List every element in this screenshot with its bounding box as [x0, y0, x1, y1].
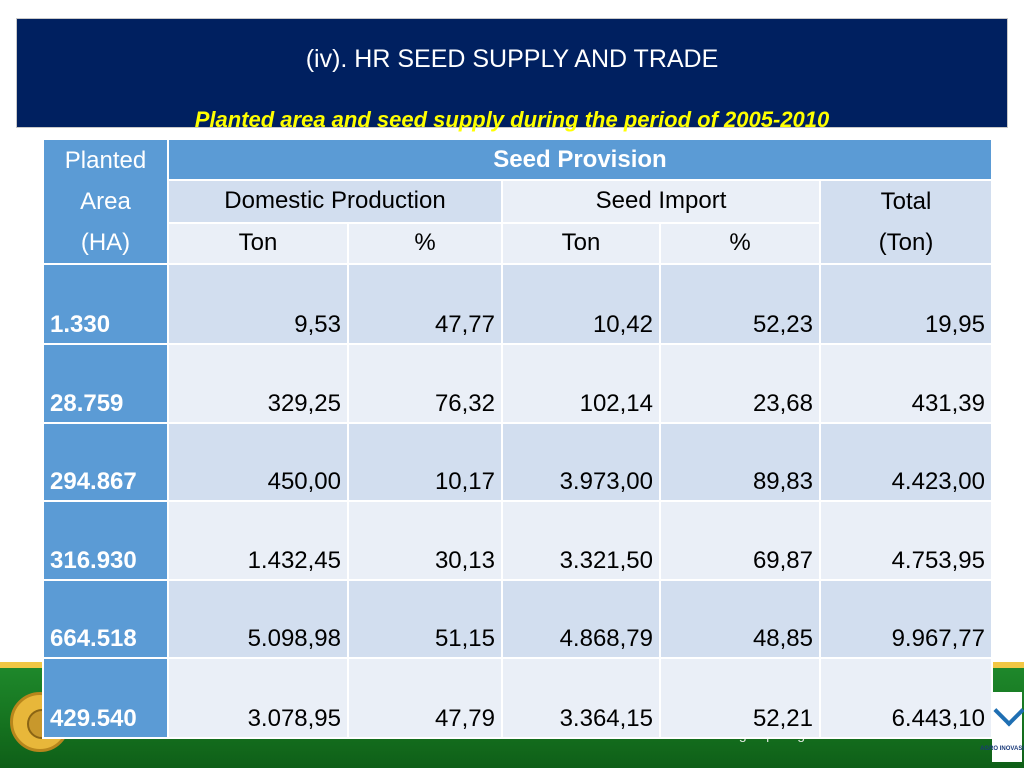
- dom-pct-cell: 47,77: [347, 263, 503, 345]
- seed-provision-header: Seed Provision: [167, 138, 993, 181]
- imp-pct-cell: 52,23: [659, 263, 821, 345]
- imp-pct-cell: 48,85: [659, 579, 821, 659]
- dom-pct-cell: 10,17: [347, 422, 503, 502]
- planted-area-cell: 316.930: [42, 500, 169, 581]
- table-row: 1.330 9,53 47,77 10,42 52,23 19,95: [42, 263, 993, 345]
- page-subtitle: Planted area and seed supply during the …: [194, 107, 830, 132]
- footer-brand-text: AGRO INOVASI: [980, 746, 1024, 752]
- title-box: (iv). HR SEED SUPPLY AND TRADE Planted a…: [16, 18, 1008, 132]
- dom-ton-cell: 450,00: [167, 422, 349, 502]
- imp-ton-cell: 102,14: [501, 343, 661, 424]
- total-cell: 431,39: [819, 343, 993, 424]
- total-cell: 6.443,10: [819, 657, 993, 739]
- header-row-1: Planted Area (HA) Seed Provision: [42, 138, 993, 265]
- table-row: 294.867 450,00 10,17 3.973,00 89,83 4.42…: [42, 422, 993, 502]
- page-title: (iv). HR SEED SUPPLY AND TRADE: [305, 45, 719, 73]
- imp-ton-cell: 3.364,15: [501, 657, 661, 739]
- table-row: 316.930 1.432,45 30,13 3.321,50 69,87 4.…: [42, 500, 993, 581]
- planted-header-line: Planted: [64, 147, 147, 174]
- dom-ton-cell: 9,53: [167, 263, 349, 345]
- planted-area-cell: 429.540: [42, 657, 169, 739]
- imp-ton-cell: 3.973,00: [501, 422, 661, 502]
- total-cell: 9.967,77: [819, 579, 993, 659]
- dom-ton-cell: 329,25: [167, 343, 349, 424]
- imp-ton-header: Ton: [501, 221, 661, 266]
- domestic-production-header: Domestic Production: [167, 179, 503, 224]
- header-row-2: Domestic Production Seed Import Total (T…: [43, 179, 993, 265]
- planted-area-cell: 28.759: [42, 343, 169, 424]
- table-row: 429.540 3.078,95 47,79 3.364,15 52,21 6.…: [42, 657, 993, 739]
- dom-ton-cell: 5.098,98: [167, 579, 349, 659]
- total-header-line: Total: [880, 188, 932, 215]
- dom-pct-cell: 30,13: [347, 500, 503, 581]
- total-cell: 4.423,00: [819, 422, 993, 502]
- dom-pct-cell: 47,79: [347, 657, 503, 739]
- imp-pct-cell: 89,83: [659, 422, 821, 502]
- imp-pct-header: %: [659, 221, 821, 266]
- imp-ton-cell: 3.321,50: [501, 500, 661, 581]
- imp-ton-cell: 4.868,79: [501, 579, 661, 659]
- dom-ton-cell: 3.078,95: [167, 657, 349, 739]
- imp-ton-cell: 10,42: [501, 263, 661, 345]
- footer-brand-box: [992, 692, 1022, 762]
- total-header: Total (Ton): [819, 179, 993, 265]
- planted-area-header: Planted Area (HA): [42, 138, 169, 265]
- seed-supply-table: Planted Area (HA) Seed Provision Domesti…: [42, 138, 993, 739]
- total-cell: 4.753,95: [819, 500, 993, 581]
- table-row: 664.518 5.098,98 51,15 4.868,79 48,85 9.…: [42, 579, 993, 659]
- imp-pct-cell: 23,68: [659, 343, 821, 424]
- dom-pct-cell: 51,15: [347, 579, 503, 659]
- planted-header-line: Area: [80, 188, 131, 215]
- total-cell: 19,95: [819, 263, 993, 345]
- dom-pct-header: %: [347, 221, 503, 266]
- table-row: 28.759 329,25 76,32 102,14 23,68 431,39: [42, 343, 993, 424]
- seed-import-header: Seed Import: [501, 179, 821, 224]
- total-header-line: (Ton): [878, 229, 934, 256]
- imp-pct-cell: 69,87: [659, 500, 821, 581]
- dom-ton-header: Ton: [167, 221, 349, 266]
- planted-area-cell: 664.518: [42, 579, 169, 659]
- dom-ton-cell: 1.432,45: [167, 500, 349, 581]
- dom-pct-cell: 76,32: [347, 343, 503, 424]
- planted-area-cell: 1.330: [42, 263, 169, 345]
- imp-pct-cell: 52,21: [659, 657, 821, 739]
- header-row-3: Ton % Ton %: [43, 221, 992, 266]
- planted-area-cell: 294.867: [42, 422, 169, 502]
- planted-header-line: (HA): [80, 229, 131, 256]
